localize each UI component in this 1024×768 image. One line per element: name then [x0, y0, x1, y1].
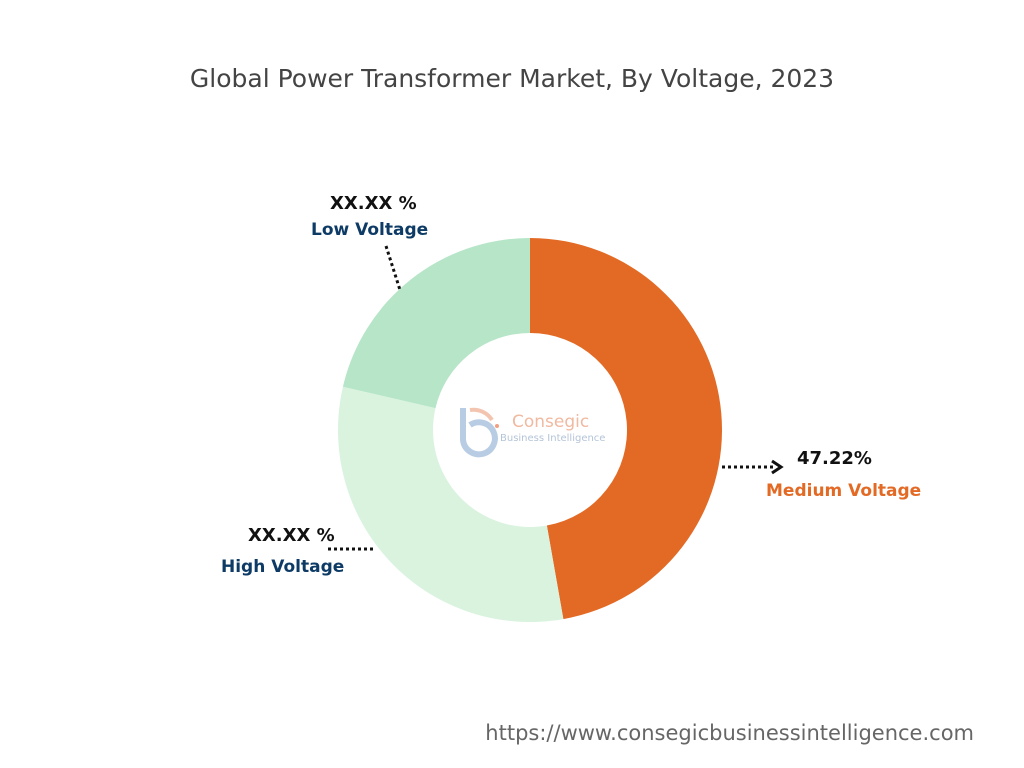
- medium-value-label: 47.22%: [797, 448, 872, 469]
- logo-dot-icon: [495, 424, 499, 428]
- slice-low-voltage: [342, 238, 530, 409]
- low-value-label: XX.XX %: [330, 193, 417, 214]
- logo-mark-icon: [460, 408, 498, 458]
- low-category-label: Low Voltage: [311, 220, 428, 240]
- source-url[interactable]: https://www.consegicbusinessintelligence…: [485, 721, 974, 745]
- watermark-logo: Consegic Business Intelligence: [460, 407, 605, 458]
- logo-arc-icon: [469, 407, 494, 422]
- arrow-icon: [771, 459, 784, 475]
- medium-category-label: Medium Voltage: [766, 481, 921, 501]
- low-leader-line: [384, 245, 402, 291]
- slices: [338, 238, 722, 622]
- slice-medium-voltage: [530, 238, 722, 620]
- logo-tagline: Business Intelligence: [500, 433, 605, 444]
- high-value-label: XX.XX %: [248, 525, 335, 546]
- high-category-label: High Voltage: [221, 557, 344, 577]
- logo-brand: Consegic: [512, 412, 589, 432]
- slice-high-voltage: [338, 386, 564, 622]
- chart-title: Global Power Transformer Market, By Volt…: [190, 64, 834, 93]
